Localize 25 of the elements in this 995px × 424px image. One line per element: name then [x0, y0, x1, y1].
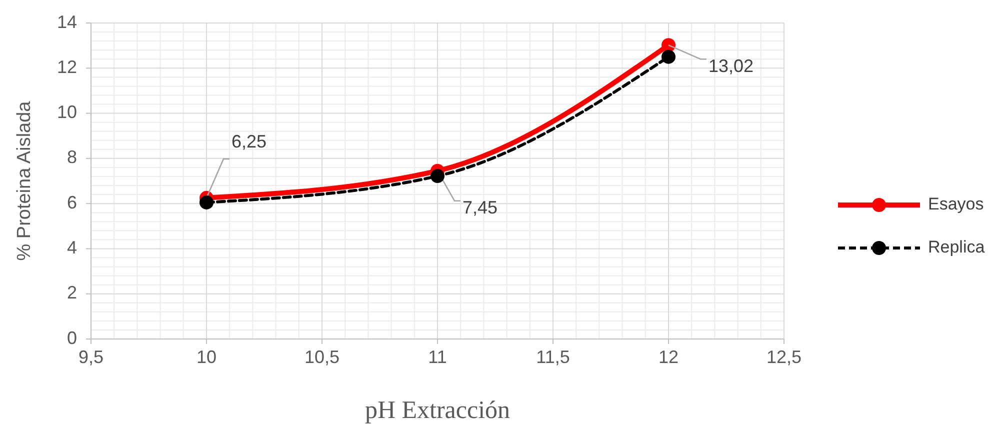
data-label: 7,45 [462, 198, 498, 218]
y-tick-label: 2 [66, 282, 77, 303]
data-label: 13,02 [708, 56, 754, 76]
y-tick-label: 4 [66, 237, 77, 258]
x-tick-label: 11,5 [536, 347, 570, 367]
point [662, 50, 676, 64]
x-tick-label: 12 [658, 347, 679, 367]
legend-label: Replica [928, 237, 986, 256]
data-label: 6,25 [232, 132, 267, 152]
x-tick-label: 12,5 [766, 347, 802, 367]
x-tick-label: 10,5 [304, 347, 340, 367]
x-tick-label: 10 [196, 347, 217, 367]
x-tick-label: 9,5 [78, 347, 104, 367]
point [430, 169, 444, 184]
y-tick-label: 14 [56, 12, 77, 32]
y-tick-label: 8 [66, 147, 77, 168]
y-tick-label: 6 [66, 192, 77, 212]
y-tick-label: 12 [56, 56, 77, 77]
legend-label: Esayos [928, 194, 984, 214]
x-axis-title: pH Extracción [364, 397, 511, 424]
x-tick-label: 11 [428, 347, 447, 367]
y-axis-title: % Proteina Aislada [14, 100, 35, 261]
y-tick-label: 0 [66, 328, 77, 348]
point [200, 195, 214, 210]
y-tick-label: 10 [56, 102, 77, 122]
